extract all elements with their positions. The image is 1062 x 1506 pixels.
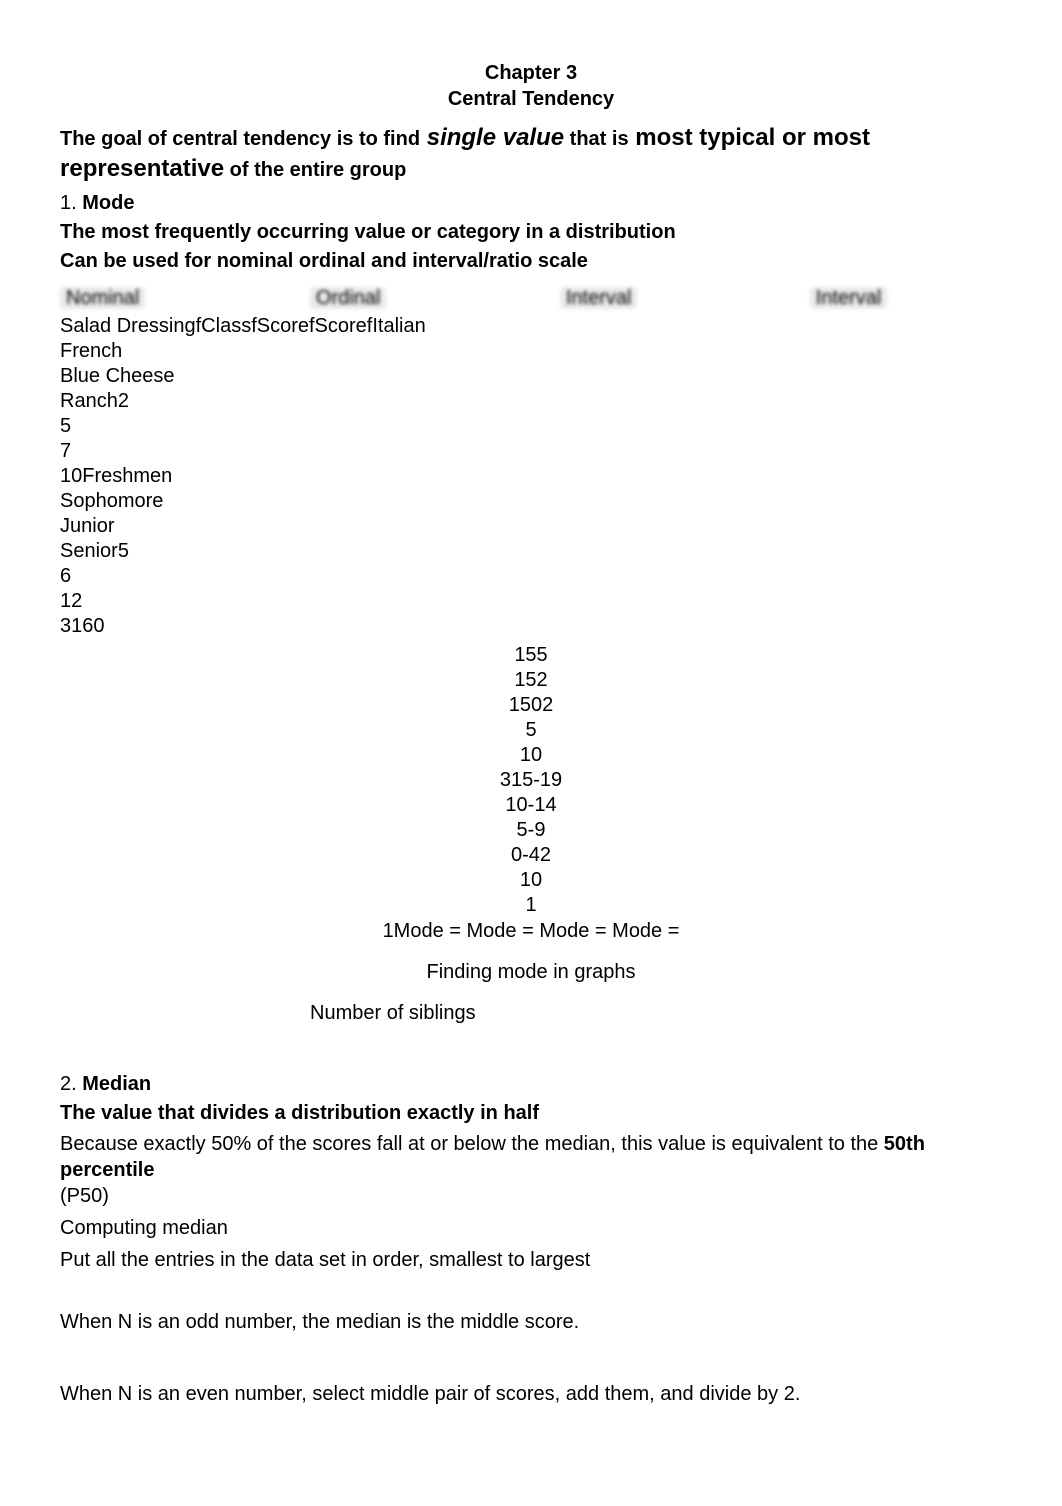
center-numbers-block: 1551521502510315-1910-145-90-42101 xyxy=(60,643,1002,918)
chapter-number: Chapter 3 xyxy=(60,60,1002,86)
data-line: Junior xyxy=(60,514,1002,539)
median-step-order: Put all the entries in the data set in o… xyxy=(60,1247,1002,1273)
goal-that-is: that is xyxy=(564,128,628,150)
data-line: Ranch2 xyxy=(60,389,1002,414)
goal-most-typical: most typical or most xyxy=(629,124,870,151)
center-number-line: 10-14 xyxy=(60,793,1002,818)
percentile-prefix: Because exactly 50% of the scores fall a… xyxy=(60,1133,878,1155)
median-percentile-line: Because exactly 50% of the scores fall a… xyxy=(60,1131,1002,1209)
nominal-data-block: Salad DressingfClassfScorefScorefItalian… xyxy=(60,314,1002,639)
center-number-line: 5-9 xyxy=(60,818,1002,843)
data-line: 3160 xyxy=(60,614,1002,639)
center-number-line: 1 xyxy=(60,893,1002,918)
center-number-line: 10 xyxy=(60,743,1002,768)
center-number-line: 155 xyxy=(60,643,1002,668)
col-interval-2: Interval xyxy=(810,287,1002,310)
mode-definition: The most frequently occurring value or c… xyxy=(60,221,1002,244)
mode-scale-note: Can be used for nominal ordinal and inte… xyxy=(60,250,1002,273)
goal-prefix: The goal of central tendency is to find xyxy=(60,128,420,150)
center-number-line: 0-42 xyxy=(60,843,1002,868)
col-ordinal-label: Ordinal xyxy=(310,287,386,309)
median-definition: The value that divides a distribution ex… xyxy=(60,1102,1002,1125)
center-number-line: 1502 xyxy=(60,693,1002,718)
data-line: 7 xyxy=(60,439,1002,464)
siblings-label: Number of siblings xyxy=(310,1002,1002,1025)
goal-of-group: of the entire group xyxy=(224,159,406,181)
median-odd-rule: When N is an odd number, the median is t… xyxy=(60,1309,1002,1335)
computing-median-label: Computing median xyxy=(60,1215,1002,1241)
data-line: 6 xyxy=(60,564,1002,589)
scale-header-row: Nominal Ordinal Interval Interval xyxy=(60,287,1002,310)
goal-representative: representative xyxy=(60,155,224,182)
mode-title: Mode xyxy=(82,192,134,214)
data-line: 5 xyxy=(60,414,1002,439)
data-line: Blue Cheese xyxy=(60,364,1002,389)
center-number-line: 152 xyxy=(60,668,1002,693)
data-line: Senior5 xyxy=(60,539,1002,564)
data-line: Salad DressingfClassfScorefScorefItalian xyxy=(60,314,1002,339)
data-line: 10Freshmen xyxy=(60,464,1002,489)
mode-number: 1. xyxy=(60,192,82,214)
center-number-line: 10 xyxy=(60,868,1002,893)
chapter-header: Chapter 3 Central Tendency xyxy=(60,60,1002,112)
data-line: 12 xyxy=(60,589,1002,614)
col-interval-1-label: Interval xyxy=(560,287,638,309)
graphs-title: Finding mode in graphs xyxy=(60,961,1002,984)
median-even-rule: When N is an even number, select middle … xyxy=(60,1381,1002,1407)
center-number-line: 5 xyxy=(60,718,1002,743)
col-ordinal: Ordinal xyxy=(310,287,560,310)
col-interval-1: Interval xyxy=(560,287,810,310)
mode-equals-line: 1Mode = Mode = Mode = Mode = xyxy=(60,920,1002,943)
median-number: 2. xyxy=(60,1073,82,1095)
data-line: Sophomore xyxy=(60,489,1002,514)
median-title: Median xyxy=(82,1073,151,1095)
data-line: French xyxy=(60,339,1002,364)
mode-heading: 1. Mode xyxy=(60,192,1002,215)
document-page: Chapter 3 Central Tendency The goal of c… xyxy=(0,0,1062,1506)
goal-single-value: single value xyxy=(420,124,564,151)
goal-statement: The goal of central tendency is to find … xyxy=(60,122,1002,184)
chapter-title-text: Central Tendency xyxy=(60,86,1002,112)
percentile-suffix: (P50) xyxy=(60,1185,109,1207)
col-nominal-label: Nominal xyxy=(60,287,145,309)
col-nominal: Nominal xyxy=(60,287,310,310)
col-interval-2-label: Interval xyxy=(810,287,888,309)
median-heading: 2. Median xyxy=(60,1073,1002,1096)
center-number-line: 315-19 xyxy=(60,768,1002,793)
